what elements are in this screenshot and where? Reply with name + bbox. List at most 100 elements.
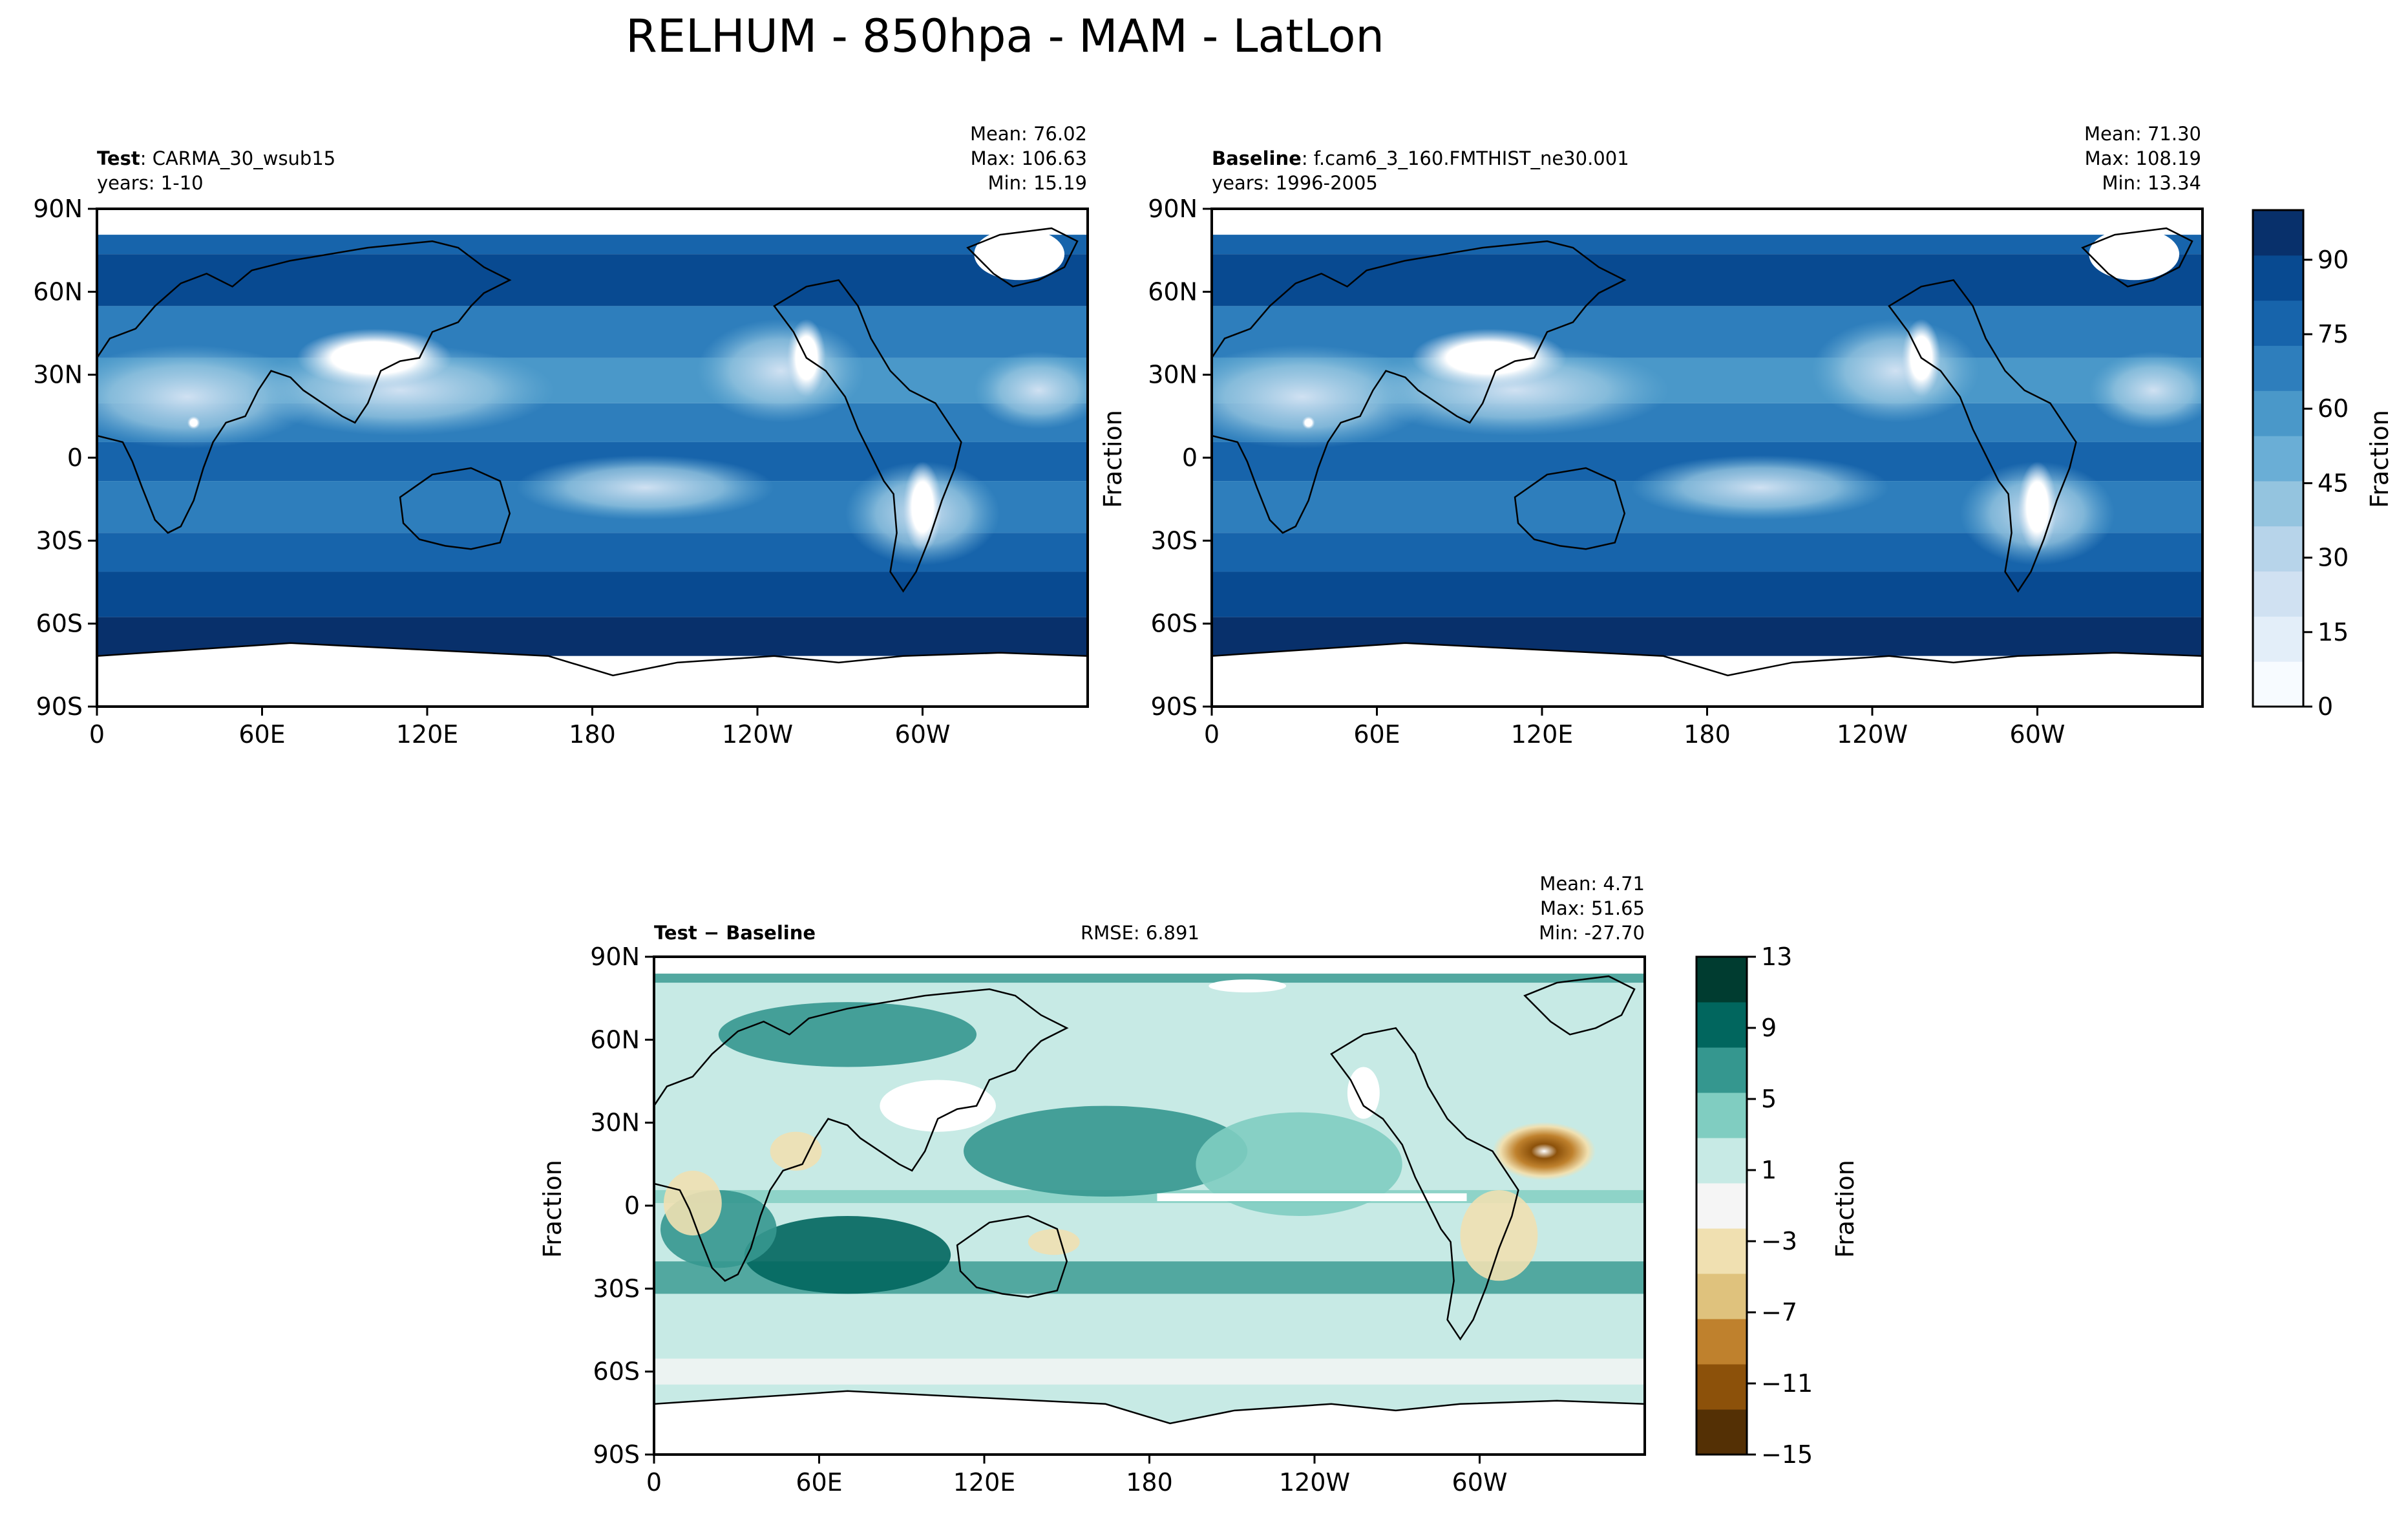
colorbar-tick-label: 90 (2318, 246, 2349, 274)
desert-mask (903, 462, 942, 553)
antarctica-mask (97, 643, 1088, 707)
diff-label: Test − Baseline (654, 922, 816, 944)
diff-masked-region (1209, 979, 1287, 993)
colorbar-tick-label: 75 (2318, 320, 2349, 348)
colorbar-segment (2253, 345, 2303, 391)
baseline-years: years: 1996-2005 (1212, 172, 1378, 194)
colorbar-segment (1696, 1228, 1747, 1274)
colorbar-diff-label: Fraction (1831, 1160, 1859, 1258)
lon-tick-label: 120W (1837, 720, 1908, 749)
lon-tick-label: 60E (238, 720, 285, 749)
dry-zone (697, 319, 865, 423)
diff-blob (718, 1002, 977, 1067)
colorbar-segment (1696, 1138, 1747, 1184)
lat-tick-label: 90N (33, 195, 83, 223)
antarctica-mask (654, 1391, 1645, 1455)
colorbar-tick-label: −11 (1761, 1369, 1813, 1398)
lat-tick-label: 90N (590, 943, 640, 971)
lon-tick-label: 120W (1279, 1468, 1350, 1497)
desert-mask (1411, 328, 1567, 387)
colorbar-segment (1696, 1002, 1747, 1048)
lat-tick-label: 90S (1151, 692, 1198, 721)
rh-band (1212, 235, 2202, 255)
dry-zone (1811, 319, 1980, 423)
colorbar-tick-label: 1 (1761, 1156, 1777, 1184)
colorbar-tick-label: 0 (2318, 692, 2333, 721)
baseline-ylabel: Fraction (1099, 410, 1127, 508)
lon-tick-label: 180 (1684, 720, 1731, 749)
diff-arctic-mask (654, 957, 1645, 974)
lon-tick-label: 0 (646, 1468, 662, 1497)
greenland-mask (2089, 228, 2180, 281)
colorbar-segment (1696, 1274, 1747, 1319)
lon-tick-label: 60W (1452, 1468, 1508, 1497)
test-max: Max: 106.63 (971, 147, 1087, 169)
rh-band (1212, 571, 2202, 617)
desert-mask (297, 328, 452, 387)
lat-tick-label: 60S (593, 1358, 640, 1386)
diff-blob (964, 1105, 1248, 1197)
test-label-bold: Test (97, 147, 140, 169)
colorbar-tick-label: 5 (1761, 1085, 1777, 1113)
rh-band (1212, 254, 2202, 306)
colorbar-segment (2253, 210, 2303, 256)
colorbar-segment (2253, 390, 2303, 436)
lon-tick-label: 120W (722, 720, 793, 749)
colorbar-segment (2253, 661, 2303, 707)
diff-rmse: RMSE: 6.891 (1081, 922, 1199, 944)
diff-blob (1196, 1112, 1402, 1217)
rh-band (97, 254, 1088, 306)
lat-tick-label: 30S (1151, 526, 1198, 555)
diff-blob (744, 1216, 951, 1294)
colorbar-tick-label: 13 (1761, 943, 1792, 971)
diff-masked-region (880, 1080, 996, 1132)
figure-title: RELHUM - 850hpa - MAM - LatLon (626, 10, 1384, 63)
lon-tick-label: 60E (1353, 720, 1400, 749)
lat-tick-label: 30N (33, 361, 83, 389)
colorbar-segment (1696, 1364, 1747, 1410)
colorbar-frame (1695, 955, 1748, 1456)
diff-negative-patch (770, 1131, 822, 1171)
lon-tick-label: 180 (1126, 1468, 1173, 1497)
colorbar-segment (2253, 255, 2303, 301)
diff-mean: Mean: 4.71 (1539, 873, 1645, 895)
lon-tick-label: 0 (89, 720, 105, 749)
colorbar-segment (1696, 1093, 1747, 1138)
colorbar-segment (1696, 1319, 1747, 1365)
diff-equator-stripe (1157, 1193, 1467, 1201)
test-years: years: 1-10 (97, 172, 204, 194)
colorbar-segment (2253, 300, 2303, 346)
lat-tick-label: 60S (36, 610, 83, 638)
rh-band (97, 571, 1088, 617)
antarctica-mask (1212, 643, 2202, 707)
colorbar-tick-label: 30 (2318, 544, 2349, 572)
colorbar-tick-label: 45 (2318, 469, 2349, 497)
test-mean: Mean: 76.02 (970, 123, 1087, 145)
diff-masked-region (1347, 1067, 1380, 1119)
colorbar-tick-label: 15 (2318, 618, 2349, 646)
lon-tick-label: 180 (569, 720, 616, 749)
lat-tick-label: 60S (1151, 610, 1198, 638)
greenland-mask (974, 228, 1065, 281)
colorbar-tick-label: 60 (2318, 394, 2349, 423)
colorbar-tick-label: −7 (1761, 1298, 1797, 1327)
lon-tick-label: 120E (396, 720, 459, 749)
lat-tick-label: 30S (593, 1274, 640, 1303)
baseline-mean: Mean: 71.30 (2084, 123, 2201, 145)
dry-zone (974, 351, 1088, 429)
diff-ylabel: Fraction (538, 1160, 567, 1258)
rh-band (97, 306, 1088, 358)
colorbar-segment (2253, 526, 2303, 572)
lon-tick-label: 60W (895, 720, 951, 749)
lat-tick-label: 0 (624, 1191, 640, 1220)
lon-tick-label: 120E (953, 1468, 1016, 1497)
colorbar-diff: −15 −11 −7 −3 1 5 9 13 (1695, 943, 1813, 1469)
baseline-min: Min: 13.34 (2102, 172, 2201, 194)
baseline-label-bold: Baseline (1212, 147, 1302, 169)
desert-mask (2018, 462, 2057, 553)
colorbar-tick-label: −3 (1761, 1227, 1797, 1255)
